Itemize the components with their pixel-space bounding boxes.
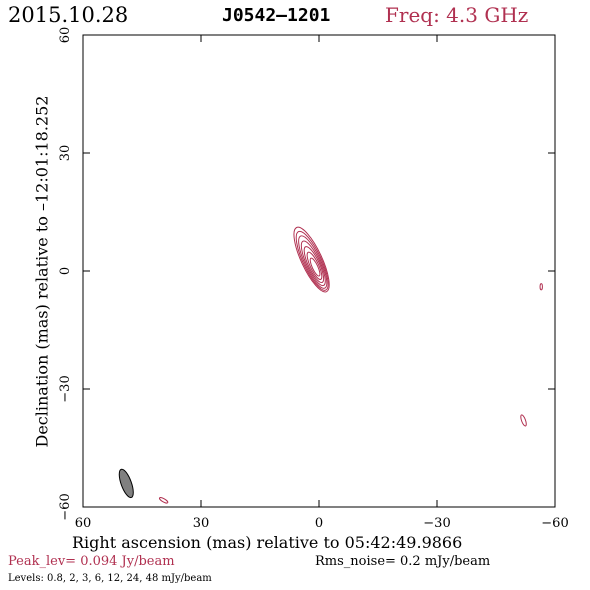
x-tick-label: 0 bbox=[315, 516, 323, 531]
x-tick-label: −30 bbox=[423, 516, 450, 531]
x-axis-label: Right ascension (mas) relative to 05:42:… bbox=[72, 533, 463, 552]
source-name: J0542–1201 bbox=[222, 5, 331, 26]
rms-noise: Rms_noise= 0.2 mJy/beam bbox=[315, 554, 491, 569]
frequency-label: Freq: 4.3 GHz bbox=[385, 3, 529, 27]
y-tick-label: 60 bbox=[58, 27, 73, 44]
contour-level-1 bbox=[293, 226, 330, 293]
x-tick-label: 60 bbox=[75, 516, 92, 531]
contour-level-5 bbox=[303, 246, 325, 284]
y-tick-label: 0 bbox=[58, 267, 73, 275]
y-axis-label: Declination (mas) relative to –12:01:18.… bbox=[32, 95, 52, 448]
contour-level-4 bbox=[300, 240, 326, 287]
contour-level-6 bbox=[306, 251, 323, 280]
y-tick-label: 30 bbox=[58, 145, 73, 162]
contour-levels: Levels: 0.8, 2, 3, 6, 12, 24, 48 mJy/bea… bbox=[8, 573, 212, 584]
beam-ellipse bbox=[118, 468, 134, 499]
peak-level: Peak_lev= 0.094 Jy/beam bbox=[8, 554, 175, 569]
x-tick-label: −60 bbox=[541, 516, 568, 531]
contour-level-3 bbox=[298, 235, 328, 289]
epoch-date: 2015.10.28 bbox=[8, 3, 129, 27]
x-tick-label: 30 bbox=[193, 516, 210, 531]
y-tick-label: −30 bbox=[58, 375, 73, 402]
y-tick-label: −60 bbox=[58, 493, 73, 520]
minor-contour bbox=[539, 283, 543, 291]
minor-contour bbox=[158, 497, 169, 504]
minor-contour bbox=[520, 414, 527, 427]
contour-level-2 bbox=[295, 230, 329, 291]
contour-level-7 bbox=[309, 257, 321, 277]
